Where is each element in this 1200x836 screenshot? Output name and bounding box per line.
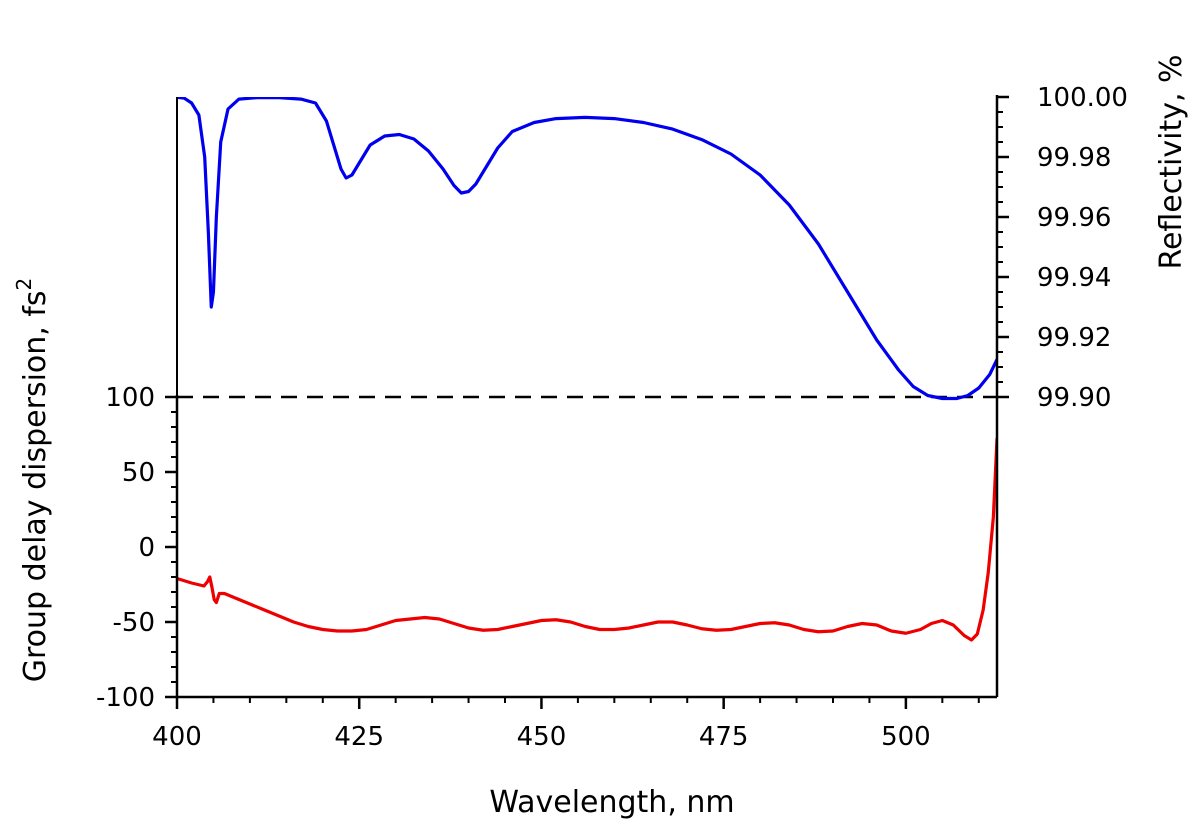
- left-axis-title-superscript: 2: [12, 278, 36, 291]
- right-axis-title: Reflectivity, %: [1154, 54, 1189, 269]
- x-tick-label: 500: [881, 722, 931, 752]
- series-line-reflectivity: [177, 97, 997, 401]
- series-line-gdd: [177, 437, 997, 642]
- x-axis: 400 425 450 475 500: [152, 697, 980, 752]
- x-tick-label: 400: [152, 722, 202, 752]
- right-tick-label: 99.90: [1037, 383, 1111, 413]
- series-layer: [177, 97, 997, 642]
- x-tick-label: 450: [517, 722, 567, 752]
- right-tick-label: 99.92: [1037, 323, 1111, 353]
- left-tick-label: 100: [105, 383, 155, 413]
- axes-frame: [175, 95, 999, 699]
- right-axis: 100.00 99.98 99.96 99.94 99.92 99.90: [997, 83, 1128, 413]
- left-axis-title: Group delay dispersion, fs2: [12, 278, 53, 683]
- left-tick-label: -100: [96, 683, 155, 713]
- right-tick-label: 99.98: [1037, 143, 1111, 173]
- right-tick-label: 99.96: [1037, 203, 1111, 233]
- left-tick-label: 0: [138, 533, 155, 563]
- left-axis: 100 50 0 -50 -100: [96, 383, 177, 713]
- x-tick-label: 425: [334, 722, 384, 752]
- x-axis-title: Wavelength, nm: [489, 785, 734, 820]
- right-tick-label: 99.94: [1037, 263, 1111, 293]
- left-axis-title-text: Group delay dispersion, fs: [18, 290, 53, 682]
- right-tick-label: 100.00: [1037, 83, 1128, 113]
- x-tick-label: 475: [699, 722, 749, 752]
- left-tick-label: -50: [113, 608, 155, 638]
- left-tick-label: 50: [122, 458, 155, 488]
